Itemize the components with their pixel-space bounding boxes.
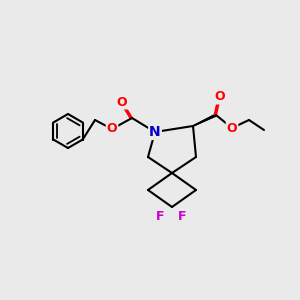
Text: F: F	[178, 211, 186, 224]
Text: O: O	[117, 95, 127, 109]
Text: O: O	[107, 122, 117, 136]
Text: N: N	[149, 125, 161, 139]
Text: O: O	[227, 122, 237, 134]
Text: O: O	[215, 91, 225, 103]
Text: F: F	[156, 211, 164, 224]
